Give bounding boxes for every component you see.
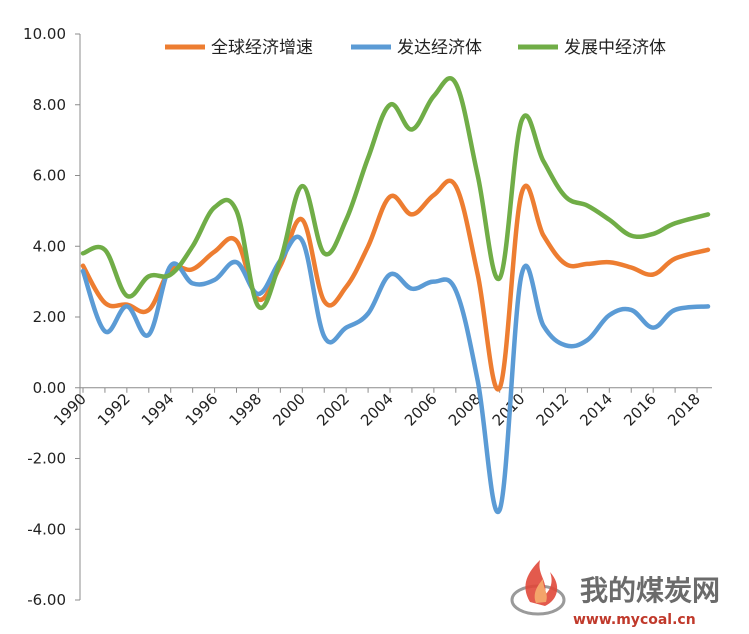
- series-line-world-growth: [80, 178, 711, 392]
- legend: 全球经济增速 发达经济体 发展中经济体: [165, 38, 666, 58]
- y-axis: 10.00 8.00 6.00 4.00 2.00 0.00 -2.00 -4.00 -6.00: [23, 25, 81, 609]
- x-tick-label: 2014: [576, 390, 616, 430]
- x-tick-label: 1998: [226, 390, 266, 430]
- series-line-advanced-economies: [80, 234, 711, 515]
- x-tick-label: 2012: [533, 390, 573, 430]
- flame-logo-icon: [510, 560, 566, 616]
- legend-label-advanced-economies: 发达经济体: [397, 38, 482, 58]
- legend-label-developing-economies: 发展中经济体: [564, 38, 666, 58]
- watermark-text: 我的煤炭网: [580, 574, 720, 607]
- series-lines: [80, 75, 711, 515]
- y-tick-label: -2.00: [27, 450, 66, 468]
- y-tick-label: 0.00: [33, 379, 66, 397]
- y-tick-label: 4.00: [33, 237, 66, 255]
- x-tick-label: 2002: [313, 390, 353, 430]
- y-tick-label: -4.00: [27, 520, 66, 538]
- x-tick-label: 2006: [401, 390, 441, 430]
- y-tick-label: 10.00: [23, 25, 66, 43]
- x-tick-label: 2004: [357, 390, 397, 430]
- series-line-developing-economies: [80, 75, 711, 311]
- x-tick-label: 1994: [138, 390, 178, 430]
- y-tick-label: -6.00: [27, 591, 66, 609]
- y-tick-label: 8.00: [33, 96, 66, 114]
- x-tick-label: 1996: [182, 390, 222, 430]
- watermark-url: www.mycoal.cn: [573, 612, 696, 628]
- y-tick-label: 6.00: [33, 167, 66, 185]
- watermark: 我的煤炭网 www.mycoal.cn: [510, 560, 720, 628]
- x-tick-label: 2000: [269, 390, 309, 430]
- x-tick-label: 2016: [620, 390, 660, 430]
- y-tick-label: 2.00: [33, 308, 66, 326]
- x-tick-label: 2018: [664, 390, 704, 430]
- x-axis: 1990 1992 1994 1996 1998 2000 2002 2004 2006 2008…: [50, 387, 712, 430]
- x-tick-label: 1992: [94, 390, 134, 430]
- legend-label-world-growth: 全球经济增速: [211, 38, 313, 58]
